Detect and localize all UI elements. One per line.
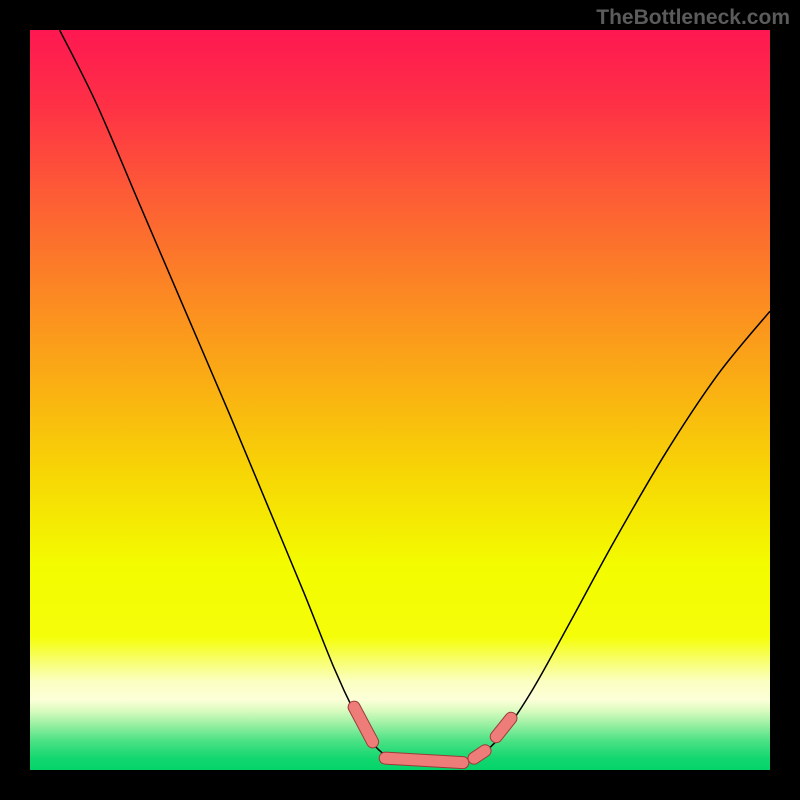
chart-frame bbox=[30, 30, 770, 770]
attribution-text: TheBottleneck.com bbox=[596, 6, 790, 30]
stage: TheBottleneck.com bbox=[0, 0, 800, 800]
